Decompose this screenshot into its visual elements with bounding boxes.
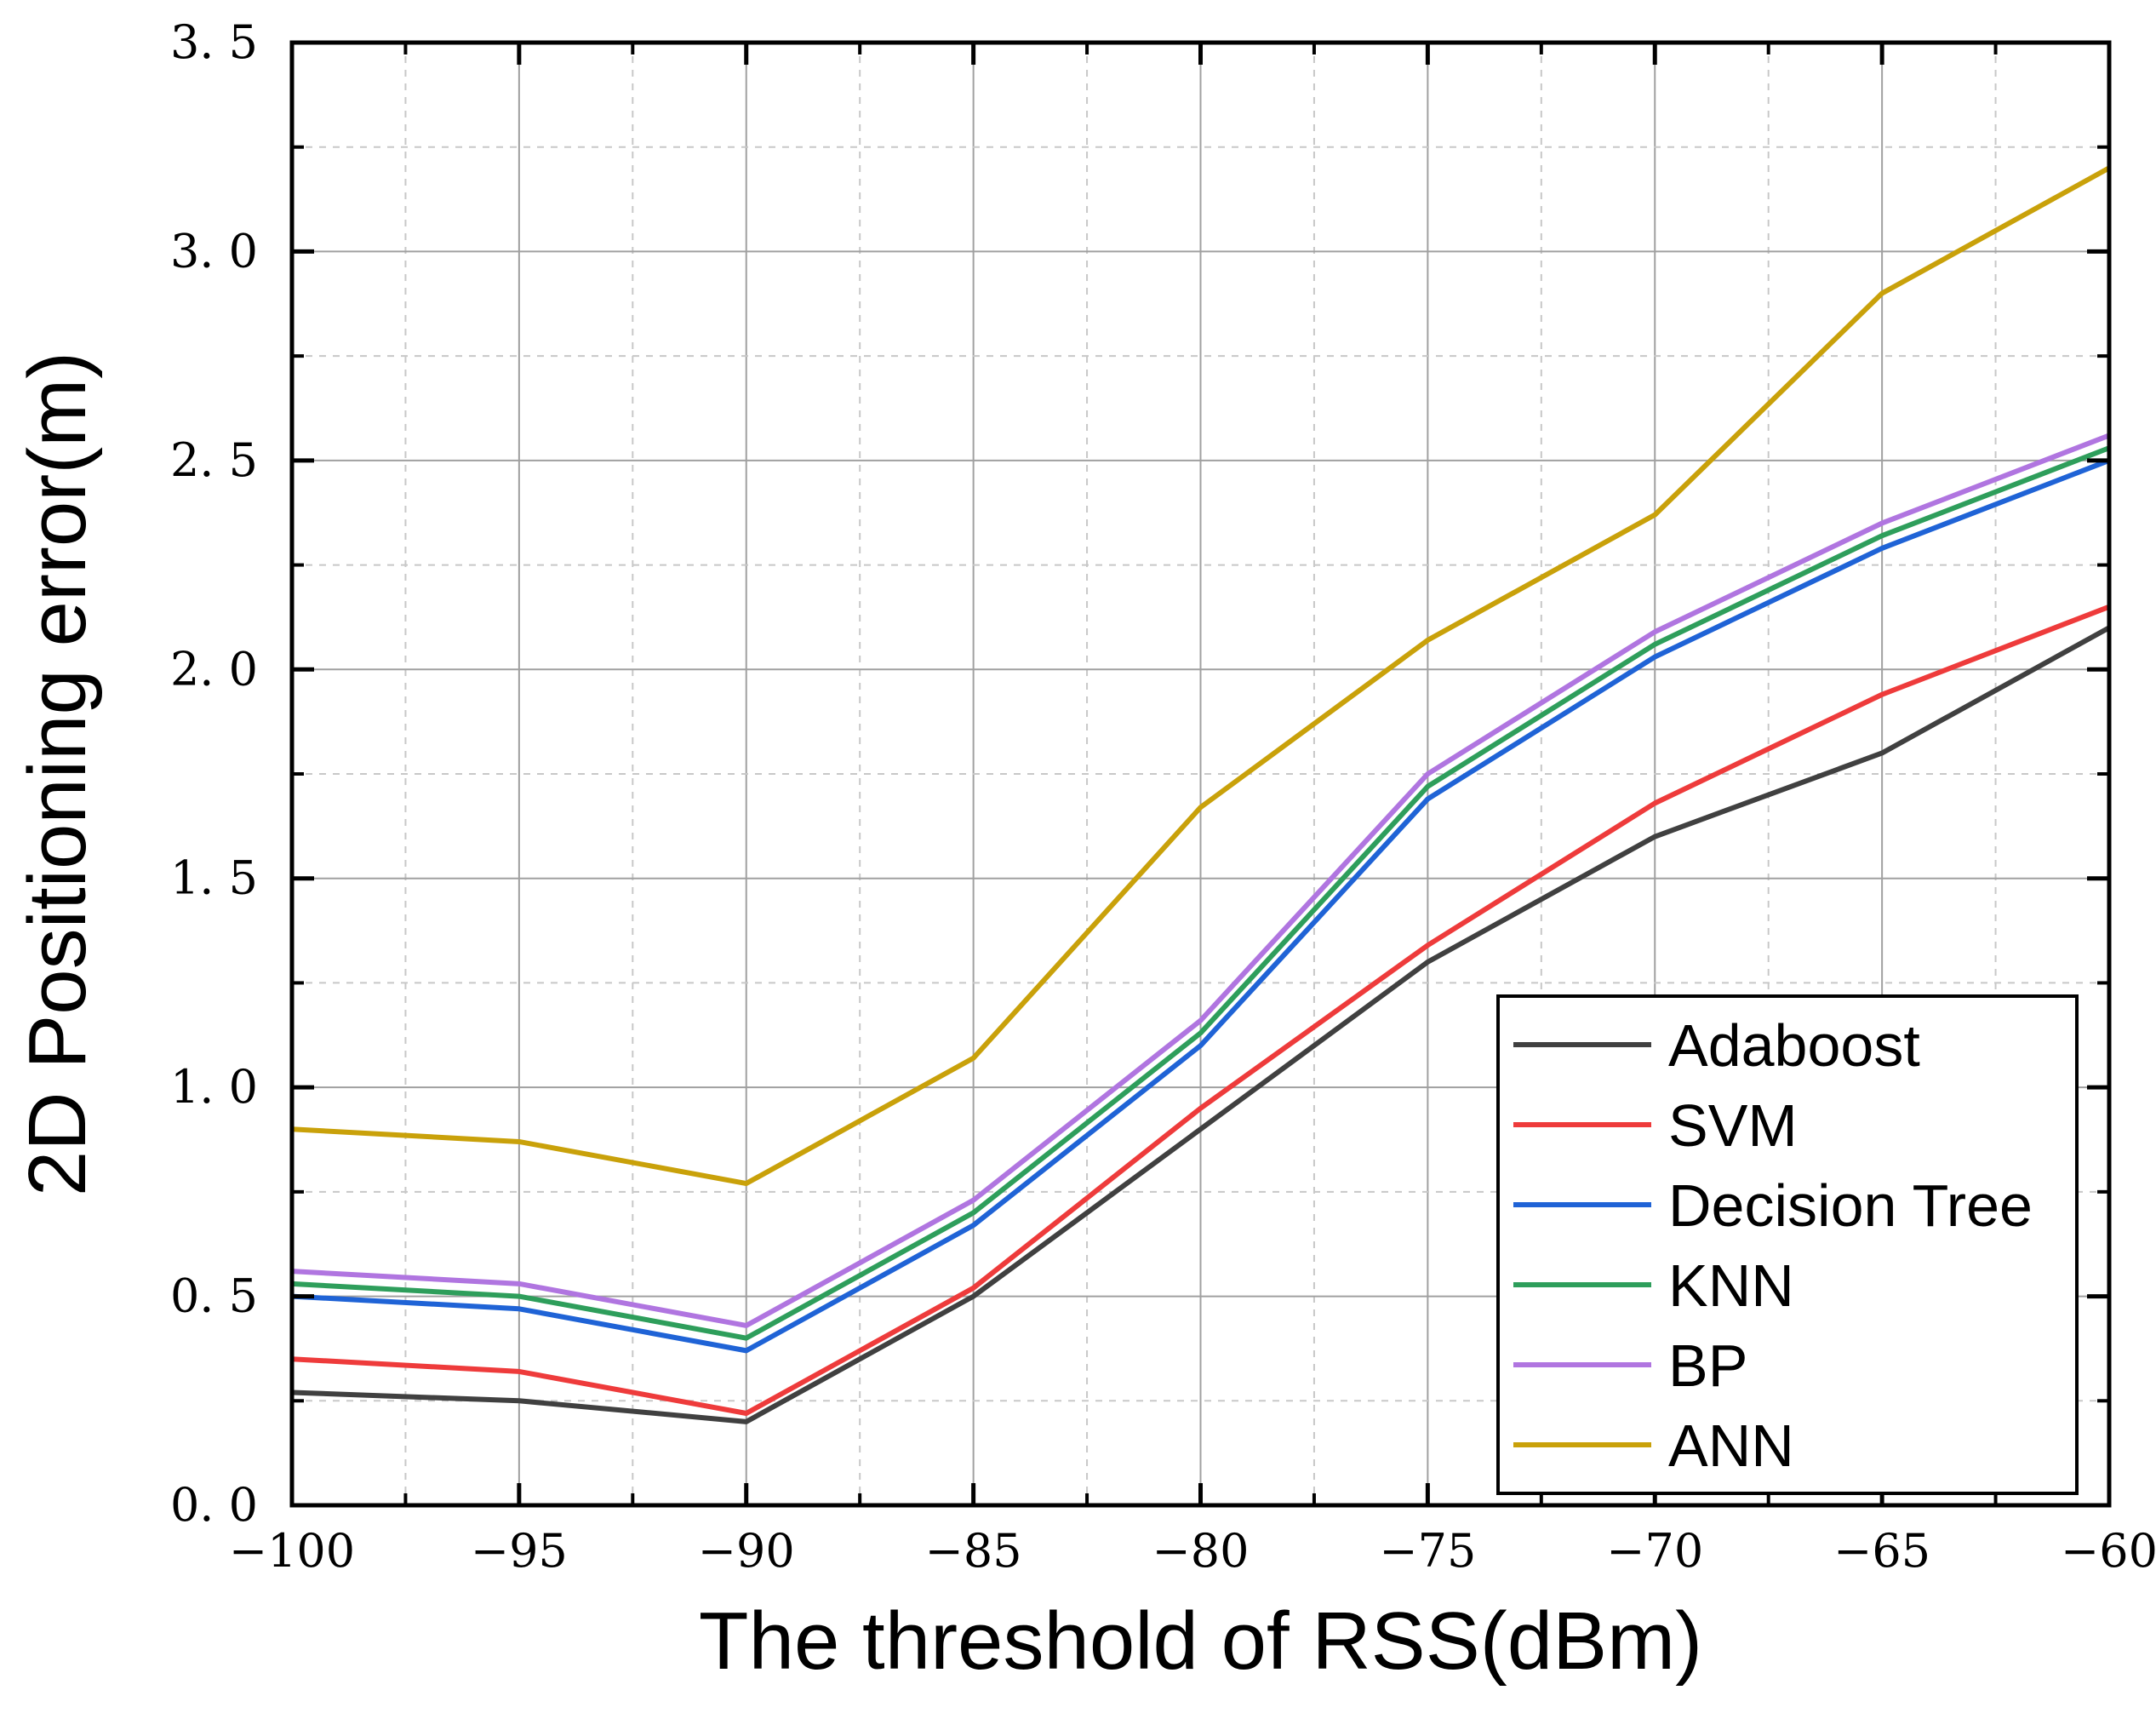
series-line-adaboost — [291, 625, 2111, 1424]
legend-label: KNN — [1668, 1252, 1794, 1319]
y-tick-label: 1. 5 — [170, 851, 258, 905]
legend-label: Adaboost — [1668, 1012, 1920, 1079]
series-lines — [291, 165, 2111, 1424]
x-tick-label: −60 — [2061, 1524, 2156, 1578]
y-tick-label: 1. 0 — [170, 1060, 258, 1114]
y-tick-label: 0. 5 — [170, 1269, 258, 1323]
x-tick-labels: −100 −95 −90 −85 −80 −75 −70 −65 −60 — [229, 1524, 2156, 1578]
y-tick-label: 3. 5 — [170, 15, 258, 69]
series-line-knn — [291, 445, 2111, 1341]
x-tick-label: −75 — [1379, 1524, 1476, 1578]
series-line-decision-tree — [291, 458, 2111, 1354]
y-tick-labels: 0. 0 0. 5 1. 0 1. 5 2. 0 2. 5 3. 0 3. 5 — [170, 15, 258, 1532]
legend-label: BP — [1668, 1332, 1747, 1399]
legend-label: Decision Tree — [1668, 1172, 2033, 1239]
y-tick-label: 2. 5 — [170, 433, 258, 487]
legend-box — [1496, 994, 2079, 1495]
y-axis-title: 2D Positioning error(m) — [12, 352, 103, 1196]
series-line-svm — [291, 604, 2111, 1417]
y-tick-label: 2. 0 — [170, 642, 258, 696]
x-axis-title: The threshold of RSS(dBm) — [699, 1596, 1702, 1687]
x-tick-label: −85 — [925, 1524, 1022, 1578]
x-tick-label: −95 — [471, 1524, 568, 1578]
x-tick-label: −80 — [1152, 1524, 1250, 1578]
x-tick-label: −65 — [1833, 1524, 1930, 1578]
y-tick-label: 0. 0 — [170, 1478, 258, 1532]
x-tick-label: −90 — [698, 1524, 795, 1578]
legend-label: SVM — [1668, 1092, 1798, 1159]
series-line-ann — [291, 165, 2111, 1187]
legend-label: ANN — [1668, 1412, 1794, 1479]
x-tick-label: −100 — [229, 1524, 355, 1578]
legend: Adaboost SVM Decision Tree KNN BP ANN — [1496, 994, 2079, 1495]
axis-ticks — [289, 40, 2112, 1508]
y-tick-label: 3. 0 — [170, 224, 258, 278]
x-tick-label: −70 — [1606, 1524, 1703, 1578]
series-line-bp — [291, 433, 2111, 1328]
